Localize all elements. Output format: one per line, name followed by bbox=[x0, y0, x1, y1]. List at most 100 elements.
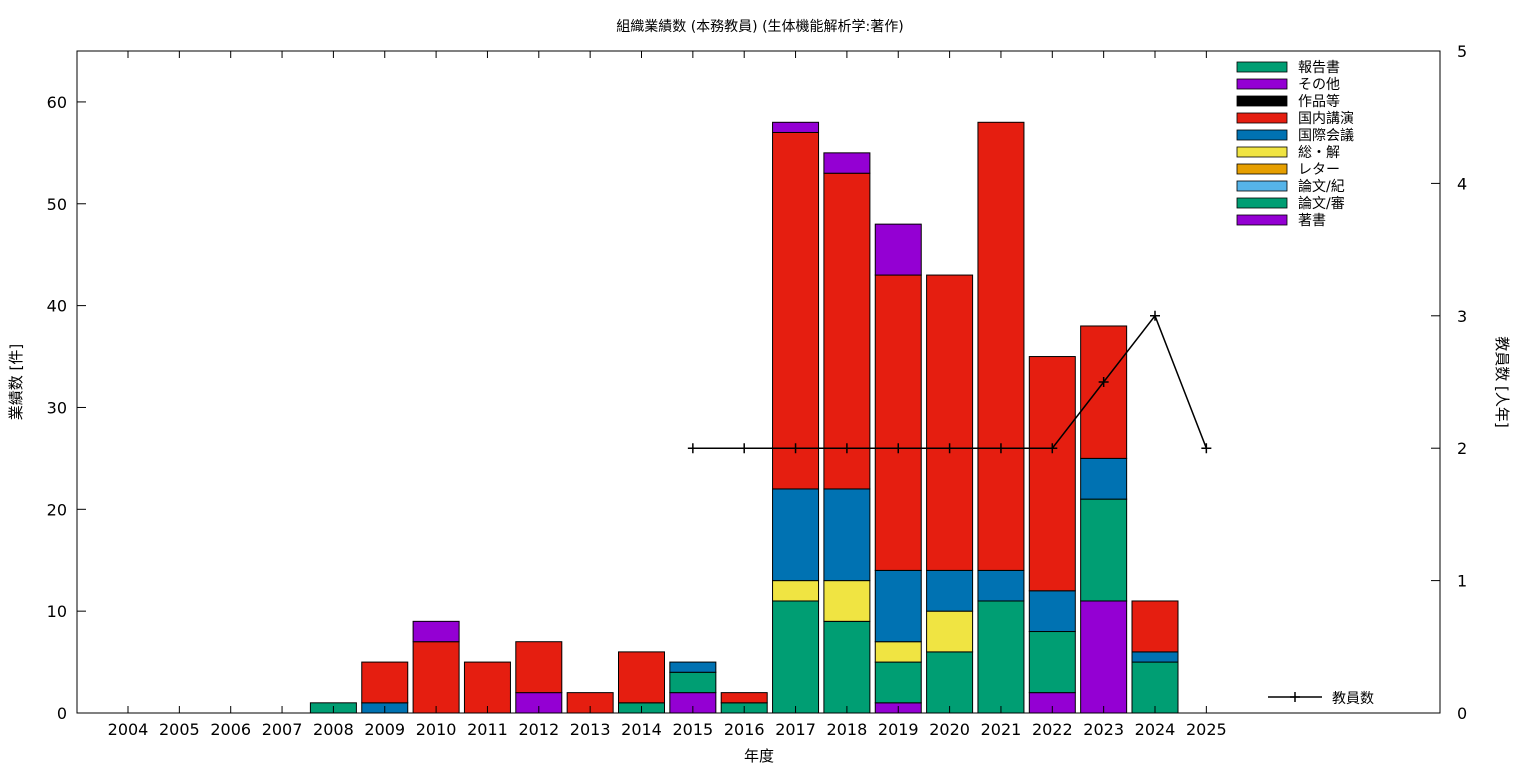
y2-tick-label-3: 3 bbox=[1457, 307, 1467, 326]
faculty-line-group bbox=[687, 310, 1212, 454]
chart-title: 組織業績数 (本務教員) (生体機能解析学:著作) bbox=[616, 19, 903, 35]
x-tick-label-2005: 2005 bbox=[159, 720, 200, 739]
bar-2019-4 bbox=[874, 641, 922, 663]
legend-label-3: 国内講演 bbox=[1298, 111, 1354, 127]
faculty-point-2016 bbox=[739, 443, 750, 454]
legend-swatch-0 bbox=[1236, 61, 1288, 73]
bar-2017-8 bbox=[772, 121, 820, 133]
faculty-point-2021 bbox=[995, 443, 1006, 454]
bar-2023-6 bbox=[1080, 325, 1128, 459]
y-tick-label-30: 30 bbox=[47, 398, 67, 417]
legend-line-marker bbox=[1290, 692, 1300, 702]
legend-label-1: その他 bbox=[1298, 77, 1340, 93]
x-tick-label-2011: 2011 bbox=[467, 720, 508, 739]
x-tick-label-2007: 2007 bbox=[262, 720, 303, 739]
bar-2020-6 bbox=[926, 274, 974, 571]
x-tick-label-2015: 2015 bbox=[672, 720, 713, 739]
faculty-point-2023 bbox=[1098, 377, 1109, 387]
x-tick-label-2020: 2020 bbox=[929, 720, 970, 739]
x-axis-title: 年度 bbox=[744, 747, 774, 765]
bar-2011-6 bbox=[463, 661, 511, 714]
legend-swatch-8 bbox=[1236, 197, 1288, 209]
bar-2021-1 bbox=[977, 600, 1025, 714]
bar-2021-6 bbox=[977, 121, 1025, 571]
bar-2023-1 bbox=[1080, 498, 1128, 602]
y-tick-label-0: 0 bbox=[57, 704, 67, 723]
y2-tick-label-0: 0 bbox=[1457, 704, 1467, 723]
legend-swatch-9 bbox=[1236, 214, 1288, 226]
bar-2017-4 bbox=[772, 580, 820, 602]
faculty-point-2022 bbox=[1047, 443, 1058, 454]
x-tick-label-2021: 2021 bbox=[981, 720, 1022, 739]
bar-2009-6 bbox=[361, 661, 409, 704]
bar-2010-8 bbox=[412, 620, 460, 643]
x-tick-label-2023: 2023 bbox=[1083, 720, 1124, 739]
x-tick-label-2009: 2009 bbox=[364, 720, 405, 739]
legend-label-8: 論文/審 bbox=[1298, 196, 1345, 212]
bars-group bbox=[309, 121, 1179, 714]
bar-2019-6 bbox=[874, 274, 922, 571]
bar-2016-6 bbox=[720, 692, 768, 704]
bar-2024-5 bbox=[1131, 651, 1179, 663]
y-tick-label-60: 60 bbox=[47, 93, 67, 112]
x-tick-label-2010: 2010 bbox=[416, 720, 457, 739]
legend-label-0: 報告書 bbox=[1298, 60, 1340, 76]
x-tick-label-2006: 2006 bbox=[210, 720, 251, 739]
bar-2019-8 bbox=[874, 223, 922, 276]
x-tick-label-2022: 2022 bbox=[1032, 720, 1073, 739]
bar-2018-1 bbox=[823, 620, 871, 714]
plot-frame bbox=[76, 50, 1441, 714]
faculty-point-2018 bbox=[841, 443, 852, 454]
bar-2022-1 bbox=[1028, 631, 1076, 694]
y2-axis-title: 教員数 [人年] bbox=[1493, 336, 1511, 427]
legend-swatch-7 bbox=[1236, 180, 1288, 192]
x-tick-label-2017: 2017 bbox=[775, 720, 816, 739]
bar-2018-4 bbox=[823, 580, 871, 622]
legend-swatch-2 bbox=[1236, 95, 1288, 107]
bar-2017-1 bbox=[772, 600, 820, 714]
legend-label-7: 論文/紀 bbox=[1298, 179, 1345, 195]
axes-group: 0 10 20 30 40 50 60 0 1 2 3 4 5 2004 2005 2006 2007 2008 2… bbox=[47, 42, 1468, 739]
x-tick-label-2025: 2025 bbox=[1186, 720, 1227, 739]
bar-2020-5 bbox=[926, 569, 974, 612]
x-tick-label-2008: 2008 bbox=[313, 720, 354, 739]
x-tick-label-2024: 2024 bbox=[1135, 720, 1176, 739]
y-axis-title: 業績数 [件] bbox=[7, 344, 25, 420]
x-tick-label-2016: 2016 bbox=[724, 720, 765, 739]
y2-tick-label-5: 5 bbox=[1457, 42, 1467, 61]
bar-2024-1 bbox=[1131, 661, 1179, 714]
legend-swatch-5 bbox=[1236, 146, 1288, 158]
bar-2017-6 bbox=[772, 131, 820, 490]
y2-tick-label-2: 2 bbox=[1457, 439, 1467, 458]
x-tick-label-2018: 2018 bbox=[827, 720, 868, 739]
bar-2022-6 bbox=[1028, 356, 1076, 592]
faculty-point-2020 bbox=[944, 443, 955, 454]
legend-swatch-6 bbox=[1236, 163, 1288, 175]
x-tick-label-2012: 2012 bbox=[518, 720, 559, 739]
legend-label-2: 作品等 bbox=[1298, 93, 1340, 110]
legend-label-6: レター bbox=[1298, 162, 1340, 178]
y2-tick-label-1: 1 bbox=[1457, 572, 1467, 591]
bar-2018-5 bbox=[823, 488, 871, 582]
bar-2014-6 bbox=[618, 651, 665, 704]
y-tick-label-20: 20 bbox=[47, 500, 67, 519]
y2-tick-label-4: 4 bbox=[1457, 174, 1467, 193]
y-tick-label-10: 10 bbox=[47, 602, 67, 621]
legend-label-4: 国際会議 bbox=[1298, 127, 1354, 144]
faculty-point-2015 bbox=[687, 443, 698, 454]
bar-2010-6 bbox=[412, 641, 460, 714]
legend-label-9: 著書 bbox=[1298, 213, 1326, 229]
faculty-point-2017 bbox=[790, 443, 801, 454]
legend-label-5: 総・解 bbox=[1298, 145, 1340, 161]
bar-2020-4 bbox=[926, 610, 974, 653]
bar-2023-0 bbox=[1080, 600, 1128, 714]
bar-2012-6 bbox=[515, 641, 563, 694]
x-tick-label-2004: 2004 bbox=[108, 720, 149, 739]
bar-2024-6 bbox=[1131, 600, 1179, 653]
bar-2018-6 bbox=[823, 172, 871, 490]
y-tick-label-50: 50 bbox=[47, 195, 67, 214]
bar-2015-1 bbox=[669, 671, 717, 694]
x-tick-label-2014: 2014 bbox=[621, 720, 662, 739]
